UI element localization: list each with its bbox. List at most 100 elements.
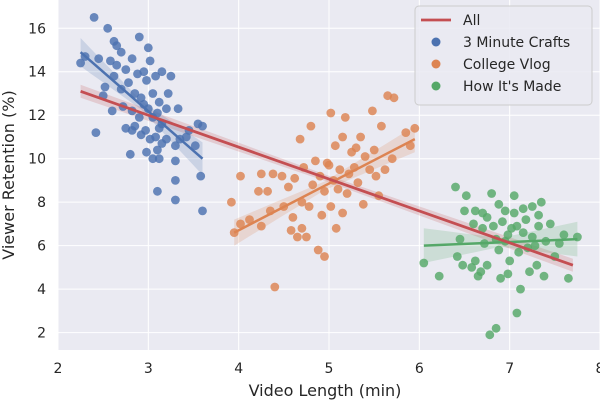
point-college-vlog bbox=[330, 141, 340, 151]
point-college-vlog bbox=[368, 106, 377, 116]
point-how-it-s-made bbox=[518, 228, 528, 238]
point-college-vlog bbox=[358, 199, 368, 209]
point-how-it-s-made bbox=[564, 273, 573, 283]
point-3-minute-crafts bbox=[107, 106, 117, 116]
point-3-minute-crafts bbox=[116, 47, 126, 57]
point-college-vlog bbox=[302, 232, 311, 242]
point-3-minute-crafts bbox=[166, 71, 176, 81]
point-college-vlog bbox=[306, 121, 316, 131]
point-college-vlog bbox=[369, 145, 379, 155]
point-how-it-s-made bbox=[512, 308, 522, 318]
point-college-vlog bbox=[340, 113, 350, 122]
point-3-minute-crafts bbox=[196, 171, 206, 181]
point-3-minute-crafts bbox=[130, 121, 140, 131]
point-3-minute-crafts bbox=[134, 113, 144, 122]
point-3-minute-crafts bbox=[181, 132, 191, 142]
point-3-minute-crafts bbox=[121, 65, 131, 74]
point-how-it-s-made bbox=[470, 256, 480, 266]
point-college-vlog bbox=[256, 169, 266, 179]
point-college-vlog bbox=[380, 165, 390, 175]
point-how-it-s-made bbox=[534, 221, 543, 231]
point-how-it-s-made bbox=[485, 330, 495, 340]
y-tick-label: 14 bbox=[28, 65, 46, 81]
point-3-minute-crafts bbox=[148, 154, 158, 164]
point-how-it-s-made bbox=[545, 219, 555, 229]
data-points bbox=[76, 13, 582, 340]
point-3-minute-crafts bbox=[153, 186, 162, 196]
point-3-minute-crafts bbox=[89, 13, 99, 22]
legend: All 3 Minute Crafts College Vlog How It's M… bbox=[414, 5, 593, 106]
x-tick-label: 8 bbox=[596, 361, 600, 377]
point-college-vlog bbox=[320, 186, 329, 196]
point-how-it-s-made bbox=[518, 204, 528, 214]
point-how-it-s-made bbox=[452, 252, 462, 261]
point-how-it-s-made bbox=[505, 256, 515, 266]
point-college-vlog bbox=[342, 189, 352, 198]
point-3-minute-crafts bbox=[171, 156, 180, 166]
point-3-minute-crafts bbox=[142, 147, 151, 157]
point-college-vlog bbox=[371, 171, 381, 181]
point-college-vlog bbox=[377, 121, 386, 131]
point-college-vlog bbox=[351, 143, 361, 153]
point-3-minute-crafts bbox=[173, 104, 183, 114]
point-3-minute-crafts bbox=[153, 145, 162, 155]
point-3-minute-crafts bbox=[154, 154, 164, 164]
point-3-minute-crafts bbox=[198, 206, 207, 216]
y-tick-label: 12 bbox=[28, 108, 46, 124]
legend-label-how-it-s-made: How It's Made bbox=[463, 79, 561, 95]
point-how-it-s-made bbox=[498, 217, 507, 227]
point-college-vlog bbox=[236, 219, 245, 229]
point-how-it-s-made bbox=[461, 191, 471, 201]
point-3-minute-crafts bbox=[134, 32, 144, 42]
point-college-vlog bbox=[338, 132, 347, 142]
point-3-minute-crafts bbox=[145, 56, 155, 66]
point-how-it-s-made bbox=[512, 221, 522, 231]
legend-label-all: All bbox=[463, 13, 480, 29]
point-how-it-s-made bbox=[539, 271, 549, 281]
legend-swatch-college-vlog bbox=[431, 59, 441, 69]
point-how-it-s-made bbox=[482, 260, 492, 270]
point-3-minute-crafts bbox=[127, 54, 137, 64]
point-college-vlog bbox=[311, 156, 320, 166]
point-3-minute-crafts bbox=[154, 97, 164, 107]
point-3-minute-crafts bbox=[103, 23, 113, 33]
point-how-it-s-made bbox=[514, 247, 524, 257]
point-3-minute-crafts bbox=[100, 82, 110, 92]
point-how-it-s-made bbox=[467, 263, 477, 272]
point-college-vlog bbox=[277, 171, 287, 181]
y-tick-label: 6 bbox=[37, 239, 46, 255]
point-3-minute-crafts bbox=[125, 149, 135, 159]
point-college-vlog bbox=[293, 232, 302, 242]
point-college-vlog bbox=[227, 197, 236, 207]
point-3-minute-crafts bbox=[190, 141, 200, 151]
point-college-vlog bbox=[389, 93, 399, 103]
point-3-minute-crafts bbox=[171, 195, 180, 205]
point-how-it-s-made bbox=[503, 230, 513, 240]
point-college-vlog bbox=[317, 210, 327, 220]
point-how-it-s-made bbox=[482, 213, 492, 222]
point-how-it-s-made bbox=[494, 199, 504, 209]
point-how-it-s-made bbox=[503, 269, 513, 279]
fit-line-all bbox=[80, 89, 574, 267]
point-college-vlog bbox=[410, 123, 420, 133]
point-how-it-s-made bbox=[509, 208, 519, 218]
point-college-vlog bbox=[288, 213, 298, 222]
point-college-vlog bbox=[353, 178, 363, 188]
point-how-it-s-made bbox=[478, 223, 487, 233]
point-3-minute-crafts bbox=[162, 104, 171, 114]
point-3-minute-crafts bbox=[171, 141, 180, 151]
point-3-minute-crafts bbox=[143, 43, 153, 53]
point-college-vlog bbox=[333, 184, 343, 194]
point-3-minute-crafts bbox=[141, 125, 151, 135]
point-college-vlog bbox=[324, 160, 334, 170]
point-3-minute-crafts bbox=[94, 54, 104, 64]
point-how-it-s-made bbox=[516, 284, 525, 294]
point-college-vlog bbox=[254, 186, 263, 196]
point-3-minute-crafts bbox=[76, 58, 85, 68]
x-tick-label: 7 bbox=[505, 361, 514, 377]
point-how-it-s-made bbox=[470, 206, 480, 216]
point-college-vlog bbox=[284, 182, 293, 192]
legend-label-3-minute-crafts: 3 Minute Crafts bbox=[463, 35, 570, 51]
